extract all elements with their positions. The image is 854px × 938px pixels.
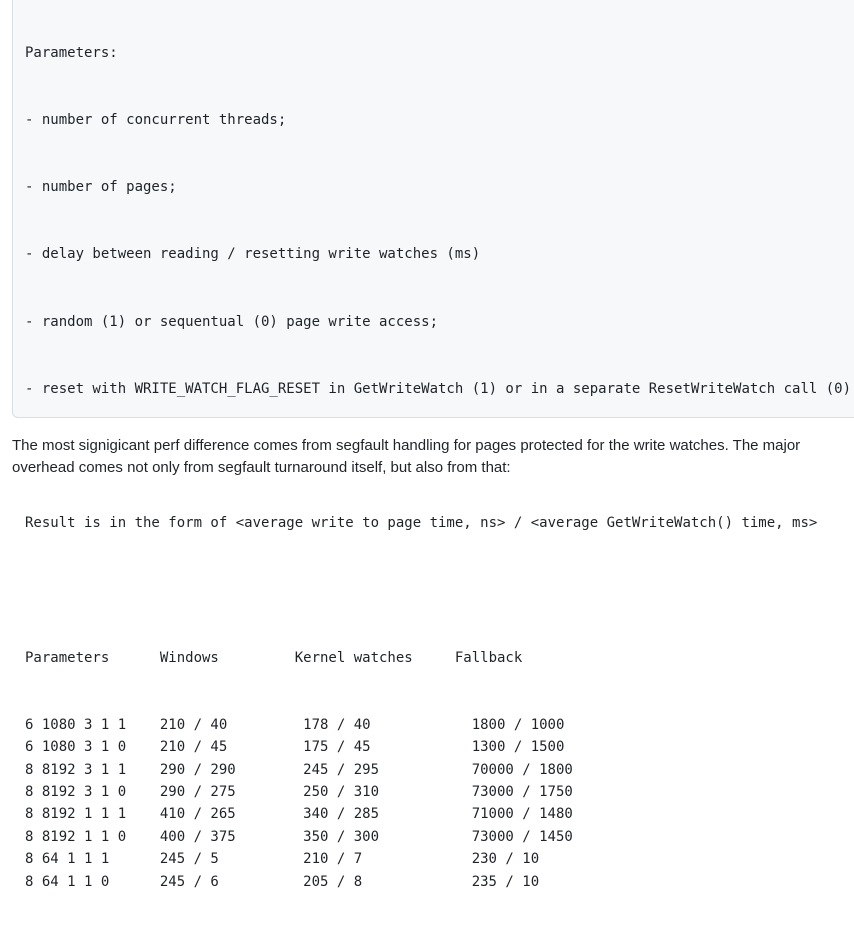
header-kernel-watches: Kernel watches (294, 649, 413, 666)
cell-parameters: 6 1080 3 1 1 (25, 716, 127, 733)
code-line (25, 579, 854, 601)
cell-parameters: 8 8192 3 1 1 (25, 761, 127, 778)
cell-kernel-watches: 340 / 285 (303, 806, 379, 823)
cell-parameters: 8 64 1 1 1 (25, 851, 110, 868)
table-row: 6 1080 3 1 1 210 / 40 178 / 40 1800 / 1000 (25, 714, 854, 736)
cell-kernel-watches: 350 / 300 (303, 828, 379, 845)
header-parameters: Parameters (25, 649, 110, 666)
cell-parameters: 8 64 1 1 0 (25, 873, 110, 890)
cell-fallback: 73000 / 1750 (471, 784, 573, 801)
header-windows: Windows (159, 649, 219, 666)
cell-parameters: 8 8192 1 1 0 (25, 828, 127, 845)
cell-windows: 245 / 6 (159, 873, 219, 890)
table-row: 6 1080 3 1 0 210 / 45 175 / 45 1300 / 1500 (25, 736, 854, 758)
cell-kernel-watches: 250 / 310 (303, 784, 379, 801)
code-line: - random (1) or sequentual (0) page writ… (25, 313, 439, 330)
cell-windows: 410 / 265 (159, 806, 236, 823)
cell-kernel-watches: 205 / 8 (303, 873, 363, 890)
code-line: Result is in the form of <average write … (25, 515, 818, 532)
cell-fallback: 1300 / 1500 (471, 739, 565, 756)
cell-parameters: 8 8192 1 1 1 (25, 806, 127, 823)
cell-kernel-watches: 178 / 40 (303, 716, 371, 733)
code-line: - number of pages; (25, 179, 177, 196)
cell-fallback: 71000 / 1480 (471, 806, 573, 823)
cell-parameters: 8 8192 3 1 0 (25, 784, 127, 801)
header-fallback: Fallback (454, 649, 523, 666)
table-row: 8 8192 3 1 0 290 / 275 250 / 310 73000 / 17… (25, 781, 854, 803)
table-row: 8 64 1 1 1 245 / 5 210 / 7 230 / 10 (25, 848, 854, 870)
code-line: - number of concurrent threads; (25, 112, 287, 129)
table-row: 8 8192 3 1 1 290 / 290 245 / 295 70000 / 18… (25, 759, 854, 781)
code-line: - reset with WRITE_WATCH_FLAG_RESET in G… (25, 380, 854, 397)
cell-windows: 290 / 275 (159, 784, 236, 801)
cell-windows: 245 / 5 (159, 851, 219, 868)
code-block: Parameters: - number of concurrent threa… (12, 0, 854, 890)
code-line: Parameters: (25, 44, 118, 61)
description-paragraph: The most signigicant perf difference com… (12, 437, 801, 476)
cell-kernel-watches: 210 / 7 (303, 851, 363, 868)
cell-kernel-watches: 175 / 45 (303, 739, 371, 756)
cell-parameters: 6 1080 3 1 0 (25, 739, 127, 756)
cell-kernel-watches: 245 / 295 (303, 761, 379, 778)
table-row: 8 64 1 1 0 245 / 6 205 / 8 235 / 10 (25, 871, 854, 893)
table-header: Parameters Windows Kernel watches Fallba… (25, 647, 854, 669)
cell-fallback: 73000 / 1450 (471, 828, 573, 845)
cell-fallback: 70000 / 1800 (471, 761, 573, 778)
table-row: 8 8192 1 1 0 400 / 375 350 / 300 73000 / 14… (25, 826, 854, 848)
table-row: 8 8192 1 1 1 410 / 265 340 / 285 71000 / 14… (25, 803, 854, 825)
cell-fallback: 1800 / 1000 (471, 716, 565, 733)
cell-windows: 210 / 40 (159, 716, 228, 733)
cell-windows: 210 / 45 (159, 739, 228, 756)
cell-fallback: 230 / 10 (471, 851, 540, 868)
cell-fallback: 235 / 10 (471, 873, 540, 890)
cell-windows: 290 / 290 (159, 761, 236, 778)
cell-windows: 400 / 375 (159, 828, 236, 845)
code-line: - delay between reading / resetting writ… (25, 246, 481, 263)
